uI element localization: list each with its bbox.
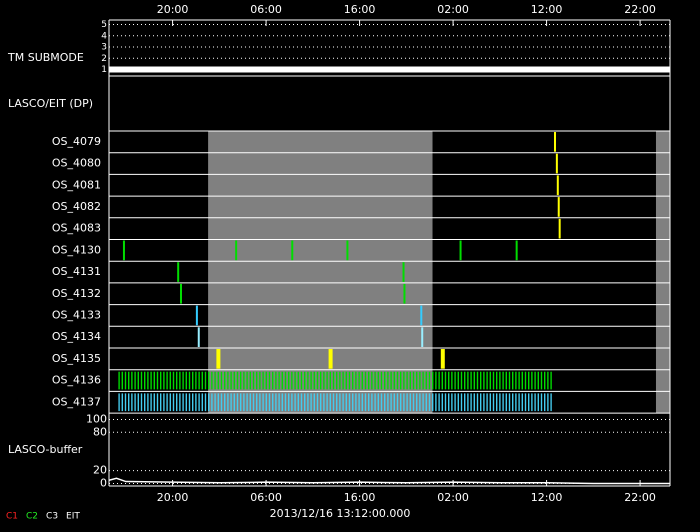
- event: [421, 327, 424, 347]
- y-tick-label: 4: [101, 31, 107, 41]
- row-label: OS_4080: [52, 157, 101, 170]
- row-label: OS_4134: [52, 330, 101, 343]
- x-tick-label: 02:00: [437, 3, 469, 16]
- y-tick-label: 0: [100, 476, 107, 489]
- row-label: OS_4130: [52, 243, 101, 256]
- event-span: [117, 371, 553, 390]
- row-label: OS_4132: [52, 287, 101, 300]
- x-tick-label: 22:00: [624, 3, 656, 16]
- event: [420, 305, 423, 326]
- row-label: OS_4135: [52, 352, 101, 365]
- event: [328, 349, 333, 369]
- event: [402, 262, 405, 282]
- x-tick-label: 20:00: [157, 3, 189, 16]
- event: [216, 349, 221, 369]
- x-tick-label: 16:00: [344, 3, 376, 16]
- x-tick-label: 06:00: [250, 491, 282, 504]
- event: [553, 132, 556, 152]
- submode-bar: [109, 66, 670, 73]
- shaded-region: [208, 131, 433, 414]
- buffer-line: [108, 477, 670, 485]
- panel-label: TM SUBMODE: [7, 51, 84, 64]
- event: [346, 240, 349, 261]
- event: [403, 283, 406, 304]
- event: [556, 175, 559, 196]
- x-axis-label: 2013/12/16 13:12:00.000: [270, 507, 411, 520]
- event: [177, 262, 180, 282]
- y-tick-label: 20: [93, 464, 107, 477]
- x-tick-label: 16:00: [344, 491, 376, 504]
- row-label: OS_4136: [52, 374, 101, 387]
- panel-label: LASCO-buffer: [8, 443, 83, 456]
- panel-label: LASCO/EIT (DP): [8, 97, 93, 110]
- event: [235, 240, 238, 261]
- y-tick-label: 2: [101, 54, 107, 64]
- shaded-region: [655, 131, 670, 414]
- row-label: OS_4079: [52, 135, 101, 148]
- row-label: OS_4081: [52, 178, 101, 191]
- event: [558, 218, 561, 239]
- y-tick-label: 5: [101, 20, 107, 30]
- row-label: OS_4131: [52, 265, 101, 278]
- y-tick-label: 100: [86, 412, 107, 425]
- event-span: [117, 393, 553, 412]
- event: [195, 305, 198, 326]
- y-tick-label: 80: [93, 425, 107, 438]
- event: [197, 327, 200, 347]
- event: [291, 240, 294, 261]
- event: [459, 240, 462, 261]
- legend-entry: C1: [6, 512, 18, 522]
- row-label: OS_4082: [52, 200, 101, 213]
- x-tick-label: 22:00: [624, 491, 656, 504]
- x-tick-label: 20:00: [157, 491, 189, 504]
- y-tick-label: 3: [101, 43, 107, 53]
- x-tick-label: 06:00: [250, 3, 282, 16]
- legend-entry: EIT: [66, 512, 80, 522]
- event: [515, 240, 518, 261]
- event: [555, 153, 558, 174]
- event: [557, 197, 560, 217]
- x-tick-label: 12:00: [531, 491, 563, 504]
- event: [122, 240, 125, 261]
- legend-entry: C2: [26, 512, 38, 522]
- event: [179, 283, 182, 304]
- event: [440, 349, 445, 369]
- row-label: OS_4137: [52, 395, 101, 408]
- x-tick-label: 02:00: [437, 491, 469, 504]
- legend-entry: C3: [46, 512, 58, 522]
- row-label: OS_4083: [52, 222, 101, 235]
- x-tick-label: 12:00: [531, 3, 563, 16]
- row-label: OS_4133: [52, 308, 101, 321]
- y-tick-label: 1: [101, 65, 107, 75]
